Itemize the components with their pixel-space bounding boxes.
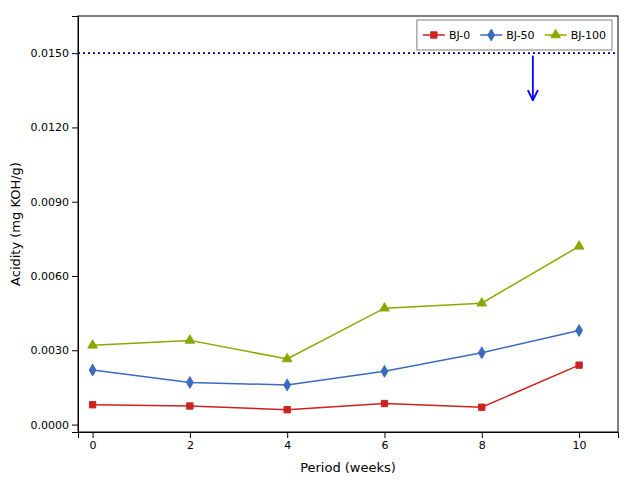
x-axis-label: Period (weeks) <box>300 460 396 475</box>
tick-mark <box>72 425 78 426</box>
tick-label: 6 <box>381 439 388 452</box>
point <box>576 325 583 337</box>
tick: 0.0090 <box>31 196 79 209</box>
plot-area: 02468100.00000.00300.00600.00900.01200.0… <box>31 16 619 452</box>
legend-label: BJ-0 <box>449 29 470 42</box>
tick-mark <box>384 432 385 438</box>
point <box>576 362 582 368</box>
series-line <box>93 246 579 359</box>
point <box>381 365 388 377</box>
series <box>89 362 582 413</box>
legend: BJ-0 BJ-50 BJ-100 <box>417 20 612 50</box>
tick: 0.0030 <box>31 344 79 357</box>
tick-mark <box>579 432 580 438</box>
reference-line <box>78 52 618 54</box>
point <box>186 377 193 389</box>
series <box>89 325 582 391</box>
tick-mark <box>72 127 78 128</box>
point <box>88 340 98 348</box>
tick-mark <box>72 53 78 54</box>
tick: 0.0120 <box>31 121 79 134</box>
legend-label: BJ-100 <box>571 29 606 42</box>
tick: 0.0060 <box>31 270 79 283</box>
point <box>479 404 485 410</box>
legend-item: BJ-50 <box>480 29 534 42</box>
y-axis-label: Acidity (mg KOH/g) <box>8 162 23 286</box>
data-layer <box>78 53 618 413</box>
y-axis: 0.0000 0.0030 0.0060 0.0090 0.0120 0.0150 <box>31 17 79 433</box>
tick-label: 0 <box>90 439 97 452</box>
point <box>282 353 292 361</box>
plot-frame <box>78 16 618 432</box>
tick: 0 <box>90 432 97 452</box>
series-line <box>93 330 579 384</box>
axis-line <box>79 433 619 439</box>
point <box>477 298 487 306</box>
tick-label: 2 <box>187 439 194 452</box>
tick: 0.0150 <box>31 47 79 60</box>
tick-label: 10 <box>573 439 587 452</box>
arrow <box>532 56 534 101</box>
point <box>284 379 291 391</box>
tick: 10 <box>573 432 587 452</box>
series-line <box>93 365 579 410</box>
legend-item: BJ-100 <box>545 29 606 42</box>
legend-box <box>417 20 612 50</box>
tick: 8 <box>479 432 486 452</box>
legend-marker <box>431 32 437 38</box>
tick-label: 0.0120 <box>31 121 70 134</box>
tick: 6 <box>381 432 388 452</box>
point <box>574 241 584 249</box>
point <box>381 400 387 406</box>
tick-label: 0.0030 <box>31 344 70 357</box>
tick: 4 <box>284 432 291 452</box>
legend-marker <box>551 29 561 37</box>
point <box>89 364 96 376</box>
point <box>185 335 195 343</box>
tick-mark <box>72 350 78 351</box>
series <box>88 241 584 362</box>
point <box>478 347 485 359</box>
legend-label: BJ-50 <box>506 29 534 42</box>
tick-mark <box>72 276 78 277</box>
chart: 02468100.00000.00300.00600.00900.01200.0… <box>0 0 636 484</box>
point <box>380 303 390 311</box>
point <box>284 407 290 413</box>
point <box>89 402 95 408</box>
tick-label: 8 <box>479 439 486 452</box>
x-axis: 0 2 4 6 8 10 <box>79 432 619 452</box>
tick-label: 0.0150 <box>31 47 70 60</box>
tick-label: 0.0090 <box>31 196 70 209</box>
tick-mark <box>72 202 78 203</box>
point <box>187 403 193 409</box>
tick: 2 <box>187 432 194 452</box>
tick-mark <box>287 432 288 438</box>
legend-marker <box>488 29 495 41</box>
tick-mark <box>482 432 483 438</box>
tick-label: 0.0060 <box>31 270 70 283</box>
tick-mark <box>190 432 191 438</box>
tick-label: 0.0000 <box>31 419 70 432</box>
tick: 0.0000 <box>31 419 79 432</box>
tick-label: 4 <box>284 439 291 452</box>
tick-mark <box>93 432 94 438</box>
legend-item: BJ-0 <box>423 29 470 42</box>
